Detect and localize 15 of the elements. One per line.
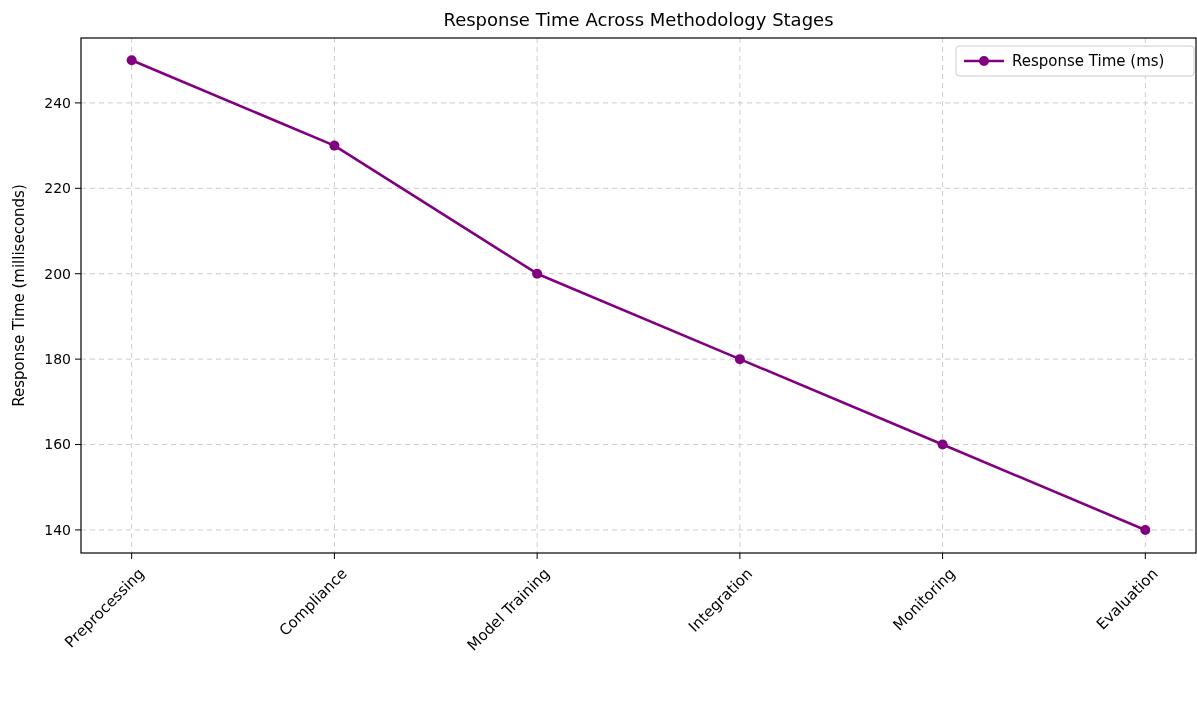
- point: [329, 140, 340, 151]
- chart-title: Response Time Across Methodology Stages: [443, 9, 834, 30]
- y-tick-label: 220: [44, 180, 71, 197]
- y-tick-label: 200: [44, 265, 71, 282]
- y-tick-label: 240: [44, 94, 71, 111]
- y-axis-title: Response Time (milliseconds): [10, 184, 28, 407]
- point: [734, 354, 745, 365]
- legend-label: Response Time (ms): [1012, 52, 1165, 71]
- y-tick-label: 160: [44, 436, 71, 453]
- y-tick-label: 140: [44, 521, 71, 538]
- point: [126, 55, 137, 66]
- point: [1140, 524, 1151, 535]
- y-tick-label: 180: [44, 351, 71, 368]
- point: [532, 268, 543, 279]
- point: [937, 439, 948, 450]
